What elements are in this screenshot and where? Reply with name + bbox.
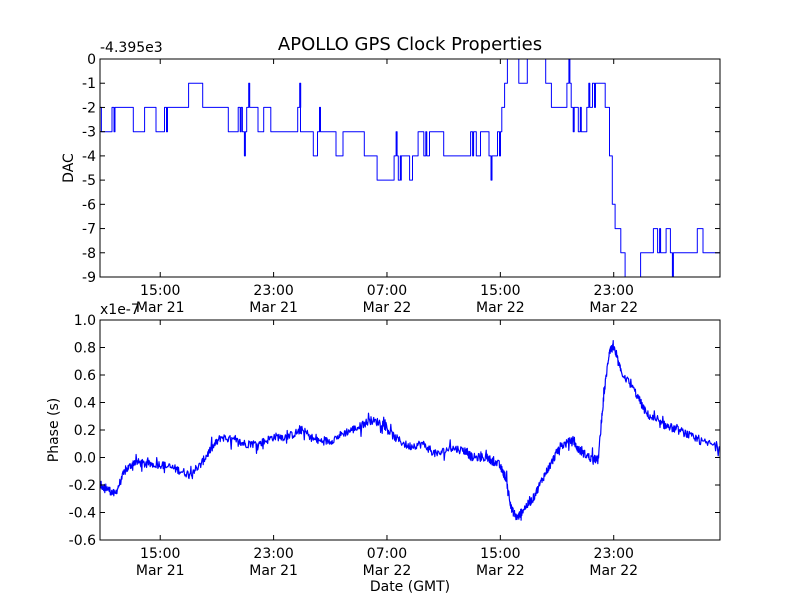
- phase-series-layer: [100, 340, 720, 521]
- dac-xtick-date: Mar 22: [363, 300, 412, 316]
- dac-axes-frame: [99, 58, 721, 278]
- dac-ytick-label: 0: [87, 52, 96, 68]
- phase-panel: x1e-7 Phase (s) 1.0 0.8 0.6 0.4 0.2 0.0 -0.2 -0…: [46, 302, 721, 579]
- phase-ytick-label: 0.6: [74, 368, 96, 384]
- phase-ytick-label: 1.0: [74, 313, 96, 329]
- dac-ytick-label: -1: [82, 76, 96, 92]
- phase-ytick-label: 0.0: [74, 451, 96, 467]
- phase-xtick-time: 23:00: [253, 546, 293, 562]
- phase-xtick-time: 23:00: [594, 546, 634, 562]
- phase-xtick-time: 07:00: [367, 546, 407, 562]
- dac-ytick-label: -9: [82, 270, 96, 286]
- dac-xtick-time: 07:00: [367, 283, 407, 299]
- phase-ytick-label: -0.6: [69, 533, 96, 549]
- phase-ytick-label: 0.4: [74, 396, 96, 412]
- dac-panel: -4.395e3 DAC 0-1-2-3-4-5-6-7-8-915:00Mar…: [61, 40, 721, 316]
- dac-ylabel: DAC: [61, 153, 77, 183]
- dac-ytick-label: -5: [82, 173, 96, 189]
- dac-xtick-time: 23:00: [253, 283, 293, 299]
- dac-xtick-time: 15:00: [480, 283, 520, 299]
- x-axis-label: Date (GMT): [370, 579, 450, 595]
- dac-xtick-date: Mar 21: [249, 300, 298, 316]
- dac-series-line: [100, 59, 720, 277]
- phase-ytick-label: 0.8: [74, 341, 96, 357]
- dac-series-layer: [100, 59, 720, 277]
- phase-series-line: [100, 340, 720, 521]
- dac-offset-label: -4.395e3: [100, 40, 163, 56]
- phase-xtick-date: Mar 21: [249, 563, 298, 579]
- dac-ytick-label: -3: [82, 125, 96, 141]
- dac-ytick-label: -7: [82, 222, 96, 238]
- dac-xtick-time: 15:00: [140, 283, 180, 299]
- phase-offset-label: x1e-7: [100, 302, 140, 318]
- dac-xtick-date: Mar 21: [136, 300, 185, 316]
- phase-xtick-date: Mar 22: [476, 563, 525, 579]
- phase-ytick-label: 0.2: [74, 423, 96, 439]
- dac-ytick-label: -4: [82, 149, 96, 165]
- dac-xtick-time: 23:00: [594, 283, 634, 299]
- phase-xtick-date: Mar 21: [136, 563, 185, 579]
- dac-ytick-label: -6: [82, 197, 96, 213]
- phase-xtick-date: Mar 22: [589, 563, 638, 579]
- chart-title: APOLLO GPS Clock Properties: [278, 34, 542, 55]
- phase-xtick-time: 15:00: [480, 546, 520, 562]
- dac-ytick-label: -8: [82, 246, 96, 262]
- dac-xtick-date: Mar 22: [589, 300, 638, 316]
- dac-xtick-date: Mar 22: [476, 300, 525, 316]
- dac-ytick-label: -2: [82, 100, 96, 116]
- phase-xtick-date: Mar 22: [363, 563, 412, 579]
- phase-xtick-time: 15:00: [140, 546, 180, 562]
- phase-ylabel: Phase (s): [46, 398, 62, 462]
- phase-ytick-label: -0.2: [69, 478, 96, 494]
- phase-ytick-label: -0.4: [69, 506, 96, 522]
- phase-axes-frame: [99, 319, 721, 541]
